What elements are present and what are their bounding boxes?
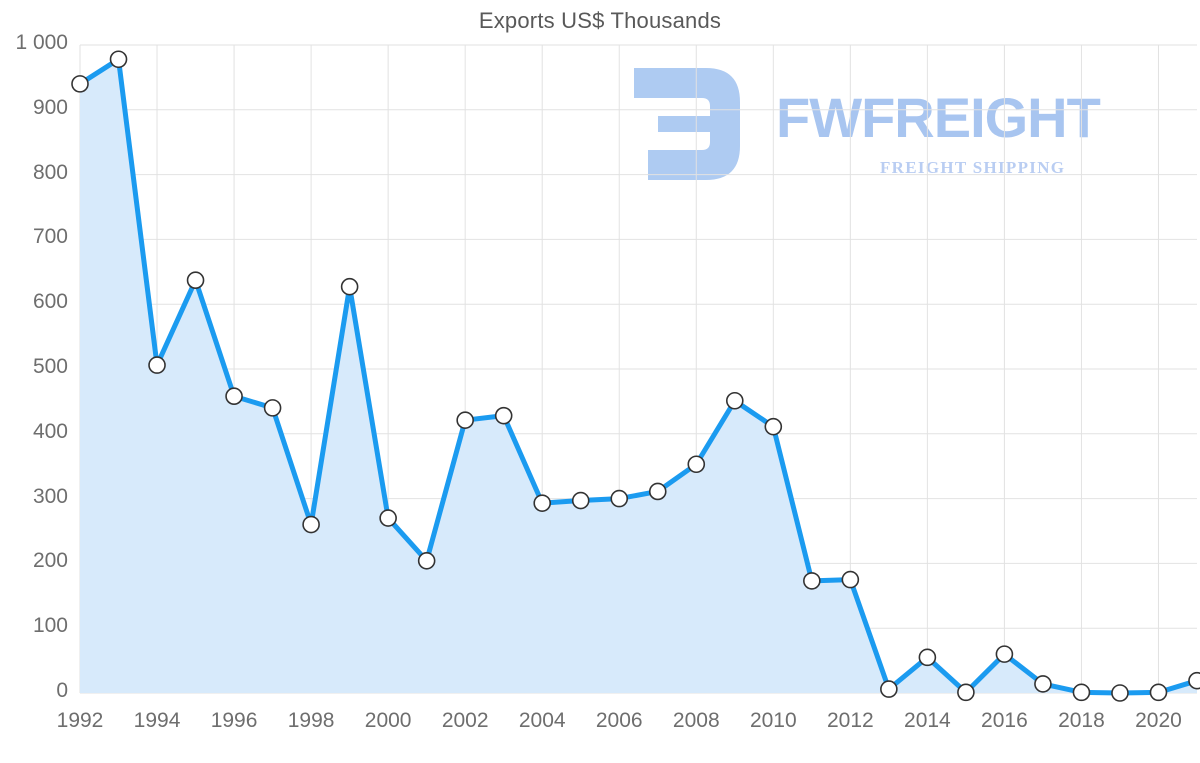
x-axis-tick-label: 1994 xyxy=(133,709,181,732)
y-axis-tick-label: 300 xyxy=(32,484,68,508)
y-axis-tick-label: 100 xyxy=(32,614,68,638)
data-point-marker[interactable] xyxy=(225,387,243,406)
data-point-marker[interactable] xyxy=(417,552,436,570)
data-point-marker[interactable] xyxy=(764,417,783,436)
x-axis-tick-label: 2014 xyxy=(904,709,951,732)
data-point-marker[interactable] xyxy=(263,399,282,417)
x-axis-tick-label: 2000 xyxy=(364,709,412,732)
x-axis-tick-label: 2002 xyxy=(441,709,489,732)
data-point-marker[interactable] xyxy=(610,489,629,508)
data-point-marker[interactable] xyxy=(109,50,128,69)
x-axis-tick-label: 2020 xyxy=(1135,709,1182,732)
y-axis-tick-label: 400 xyxy=(32,419,68,443)
data-point-marker[interactable] xyxy=(456,411,474,429)
data-point-marker[interactable] xyxy=(379,509,397,527)
data-point-marker[interactable] xyxy=(1072,683,1091,702)
data-point-marker[interactable] xyxy=(687,455,706,474)
data-point-marker[interactable] xyxy=(340,277,359,296)
y-axis-tick-label: 900 xyxy=(32,95,68,119)
data-point-marker[interactable] xyxy=(533,494,552,512)
x-axis-tick-label: 2016 xyxy=(981,709,1028,732)
data-point-marker[interactable] xyxy=(725,391,744,410)
data-point-marker[interactable] xyxy=(1111,684,1129,702)
y-axis-tick-label: 200 xyxy=(32,549,68,573)
y-axis-tick-label: 0 xyxy=(56,679,68,702)
data-point-marker[interactable] xyxy=(571,491,590,510)
x-axis-tick-label: 2004 xyxy=(518,709,566,732)
x-axis-tick-label: 1998 xyxy=(287,709,335,732)
data-point-marker[interactable] xyxy=(186,271,205,290)
data-point-marker[interactable] xyxy=(302,515,320,534)
chart-title: Exports US$ Thousands xyxy=(478,8,722,33)
data-point-marker[interactable] xyxy=(841,570,860,589)
x-axis-tick-label: 2010 xyxy=(749,709,797,732)
x-axis-tick-label: 1996 xyxy=(210,709,258,732)
data-point-marker[interactable] xyxy=(1149,683,1168,702)
data-point-marker[interactable] xyxy=(148,356,166,374)
data-point-marker[interactable] xyxy=(1034,675,1052,693)
data-point-marker[interactable] xyxy=(918,648,937,667)
y-axis-tick-label: 600 xyxy=(32,290,68,314)
data-point-marker[interactable] xyxy=(494,406,513,425)
area-fill xyxy=(80,59,1197,693)
data-point-marker[interactable] xyxy=(880,680,898,698)
data-point-markers xyxy=(71,50,1200,702)
data-point-marker[interactable] xyxy=(803,572,821,590)
data-point-marker[interactable] xyxy=(995,645,1014,663)
x-axis-tick-label: 2018 xyxy=(1058,709,1105,732)
data-point-marker[interactable] xyxy=(1188,671,1200,690)
data-point-marker[interactable] xyxy=(957,683,975,702)
x-axis-tick-label: 2012 xyxy=(826,709,874,732)
x-axis-tick-label: 2006 xyxy=(595,709,643,732)
y-axis-tick-label: 800 xyxy=(32,160,68,184)
y-axis-tick-label: 1 000 xyxy=(15,31,68,54)
x-axis-tick-label: 1992 xyxy=(56,709,104,732)
data-point-marker[interactable] xyxy=(648,482,667,501)
y-axis-tick-label: 700 xyxy=(32,225,68,249)
x-axis-tick-label: 2008 xyxy=(672,709,720,732)
data-point-marker[interactable] xyxy=(71,75,89,93)
y-axis-tick-label: 500 xyxy=(32,355,68,378)
